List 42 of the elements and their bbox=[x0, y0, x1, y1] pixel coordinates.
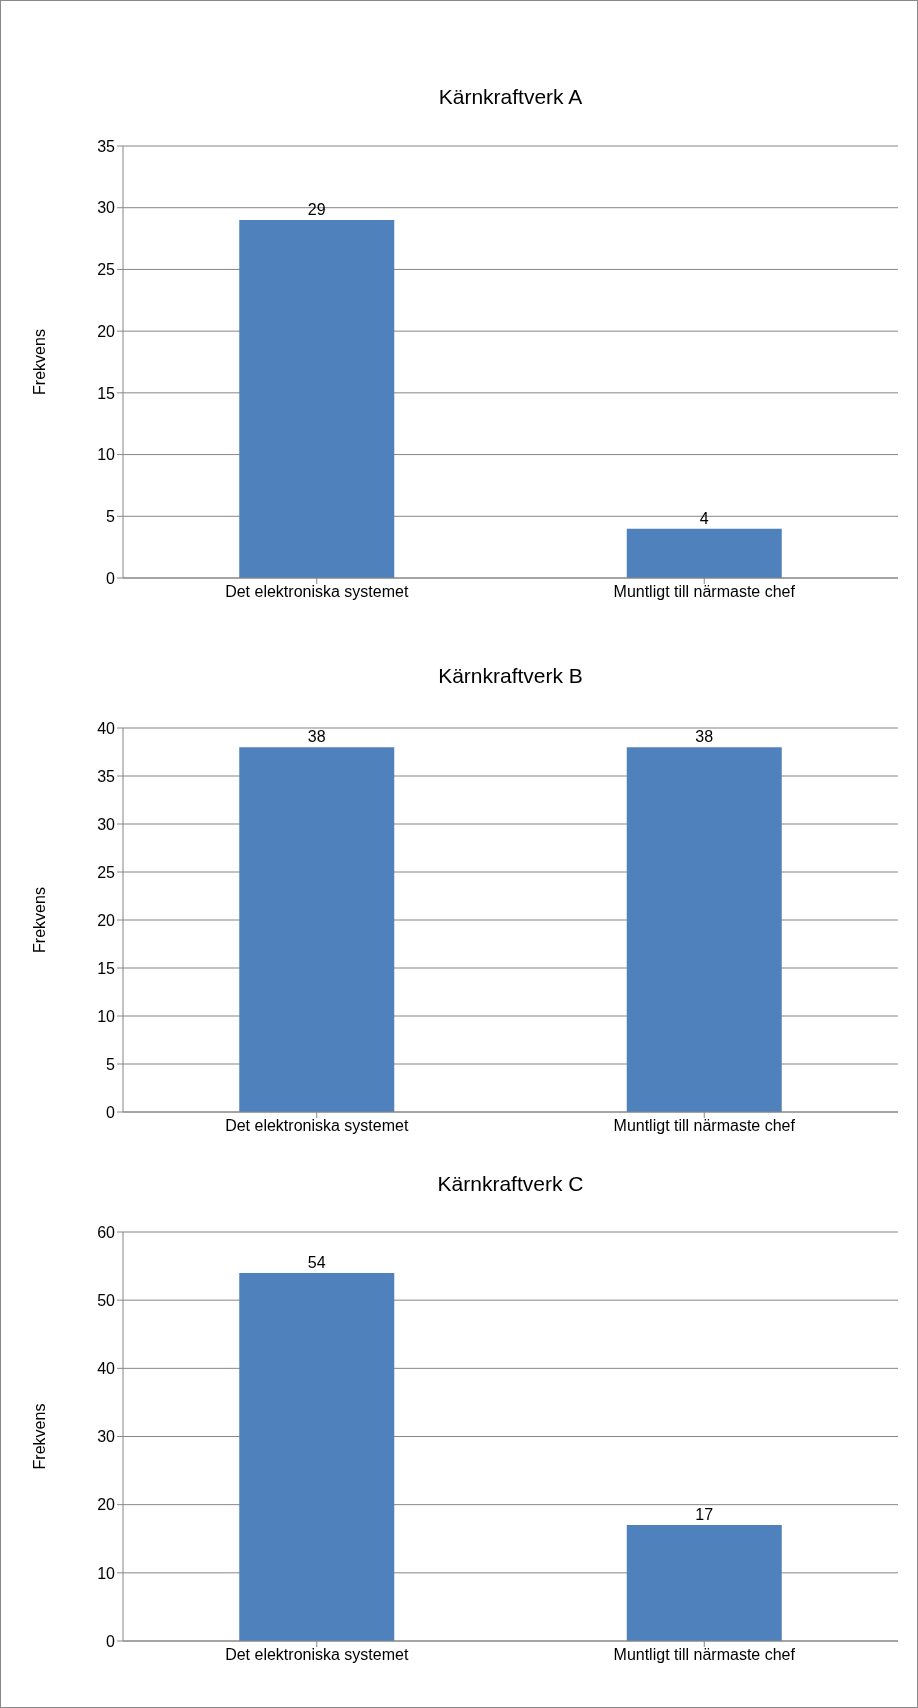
y-tick-label: 20 bbox=[97, 1496, 116, 1514]
y-tick-label: 25 bbox=[97, 261, 116, 279]
y-tick-label: 10 bbox=[97, 1564, 116, 1582]
x-tick-label: Muntligt till närmaste chef bbox=[613, 1117, 796, 1135]
chart-title: Kärnkraftverk B bbox=[437, 664, 584, 688]
y-axis-title: Frekvens bbox=[30, 887, 48, 953]
y-tick-label: 20 bbox=[97, 322, 116, 340]
data-label: 38 bbox=[307, 728, 326, 746]
y-tick-label: 35 bbox=[97, 137, 116, 155]
y-tick-label: 0 bbox=[106, 1103, 116, 1121]
y-axis-title: Frekvens bbox=[30, 1403, 48, 1470]
y-tick-label: 5 bbox=[106, 1055, 116, 1073]
data-label: 4 bbox=[699, 509, 709, 527]
y-tick-label: 35 bbox=[97, 767, 116, 785]
y-axis-title: Frekvens bbox=[30, 329, 48, 395]
y-tick-label: 15 bbox=[97, 384, 116, 402]
y-tick-label: 15 bbox=[97, 959, 116, 977]
y-tick-label: 10 bbox=[97, 446, 116, 464]
y-tick-label: 40 bbox=[97, 1360, 116, 1378]
y-tick-label: 20 bbox=[97, 911, 116, 929]
y-tick-label: 40 bbox=[97, 719, 116, 737]
x-tick-label: Muntligt till närmaste chef bbox=[613, 583, 796, 601]
y-tick-label: 50 bbox=[97, 1291, 116, 1309]
data-label: 17 bbox=[695, 1506, 714, 1524]
data-label: 54 bbox=[307, 1253, 326, 1271]
x-tick-label: Det elektroniska systemet bbox=[225, 583, 409, 601]
y-tick-label: 0 bbox=[106, 1632, 116, 1650]
y-tick-label: 5 bbox=[106, 507, 116, 525]
chart-title: Kärnkraftverk C bbox=[436, 1172, 585, 1196]
x-tick-label: Muntligt till närmaste chef bbox=[613, 1646, 796, 1664]
x-tick-label: Det elektroniska systemet bbox=[225, 1117, 409, 1135]
y-tick-label: 30 bbox=[97, 815, 116, 833]
data-label: 38 bbox=[695, 728, 714, 746]
y-tick-label: 25 bbox=[97, 863, 116, 881]
y-tick-label: 30 bbox=[97, 199, 116, 217]
y-tick-label: 60 bbox=[97, 1223, 116, 1241]
chart-title: Kärnkraftverk A bbox=[437, 85, 584, 109]
data-label: 29 bbox=[307, 201, 326, 219]
y-tick-label: 30 bbox=[97, 1428, 116, 1446]
x-tick-label: Det elektroniska systemet bbox=[225, 1646, 409, 1664]
y-tick-label: 10 bbox=[97, 1007, 116, 1025]
y-tick-label: 0 bbox=[106, 569, 116, 587]
